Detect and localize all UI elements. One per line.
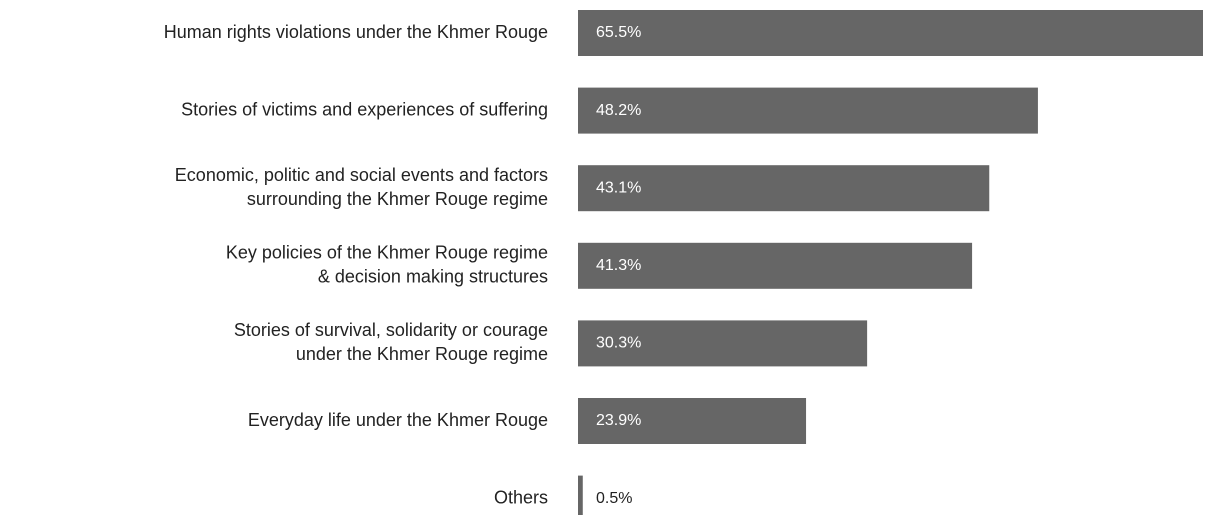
value-label: 0.5% — [596, 490, 632, 507]
bar — [578, 10, 1203, 56]
value-label: 43.1% — [596, 179, 641, 196]
category-label: & decision making structures — [318, 267, 548, 287]
bar — [578, 242, 973, 289]
category-label: Everyday life under the Khmer Rouge — [248, 410, 548, 430]
category-label: Stories of survival, solidarity or coura… — [234, 320, 548, 340]
category-label: Stories of victims and experiences of su… — [181, 99, 548, 119]
bar — [578, 475, 583, 515]
value-label: 41.3% — [596, 257, 641, 274]
category-label: Others — [494, 487, 548, 507]
value-label: 65.5% — [596, 24, 641, 41]
category-label: Human rights violations under the Khmer … — [164, 22, 548, 42]
category-label: Economic, politic and social events and … — [175, 165, 548, 185]
category-label: Key policies of the Khmer Rouge regime — [226, 243, 548, 263]
value-label: 48.2% — [596, 102, 641, 119]
bar — [578, 398, 807, 444]
bar — [578, 165, 990, 212]
category-label: surrounding the Khmer Rouge regime — [247, 189, 548, 209]
bar — [578, 320, 868, 367]
value-label: 30.3% — [596, 335, 641, 352]
value-label: 23.9% — [596, 412, 641, 429]
category-label: under the Khmer Rouge regime — [296, 344, 548, 364]
bar — [578, 87, 1038, 134]
